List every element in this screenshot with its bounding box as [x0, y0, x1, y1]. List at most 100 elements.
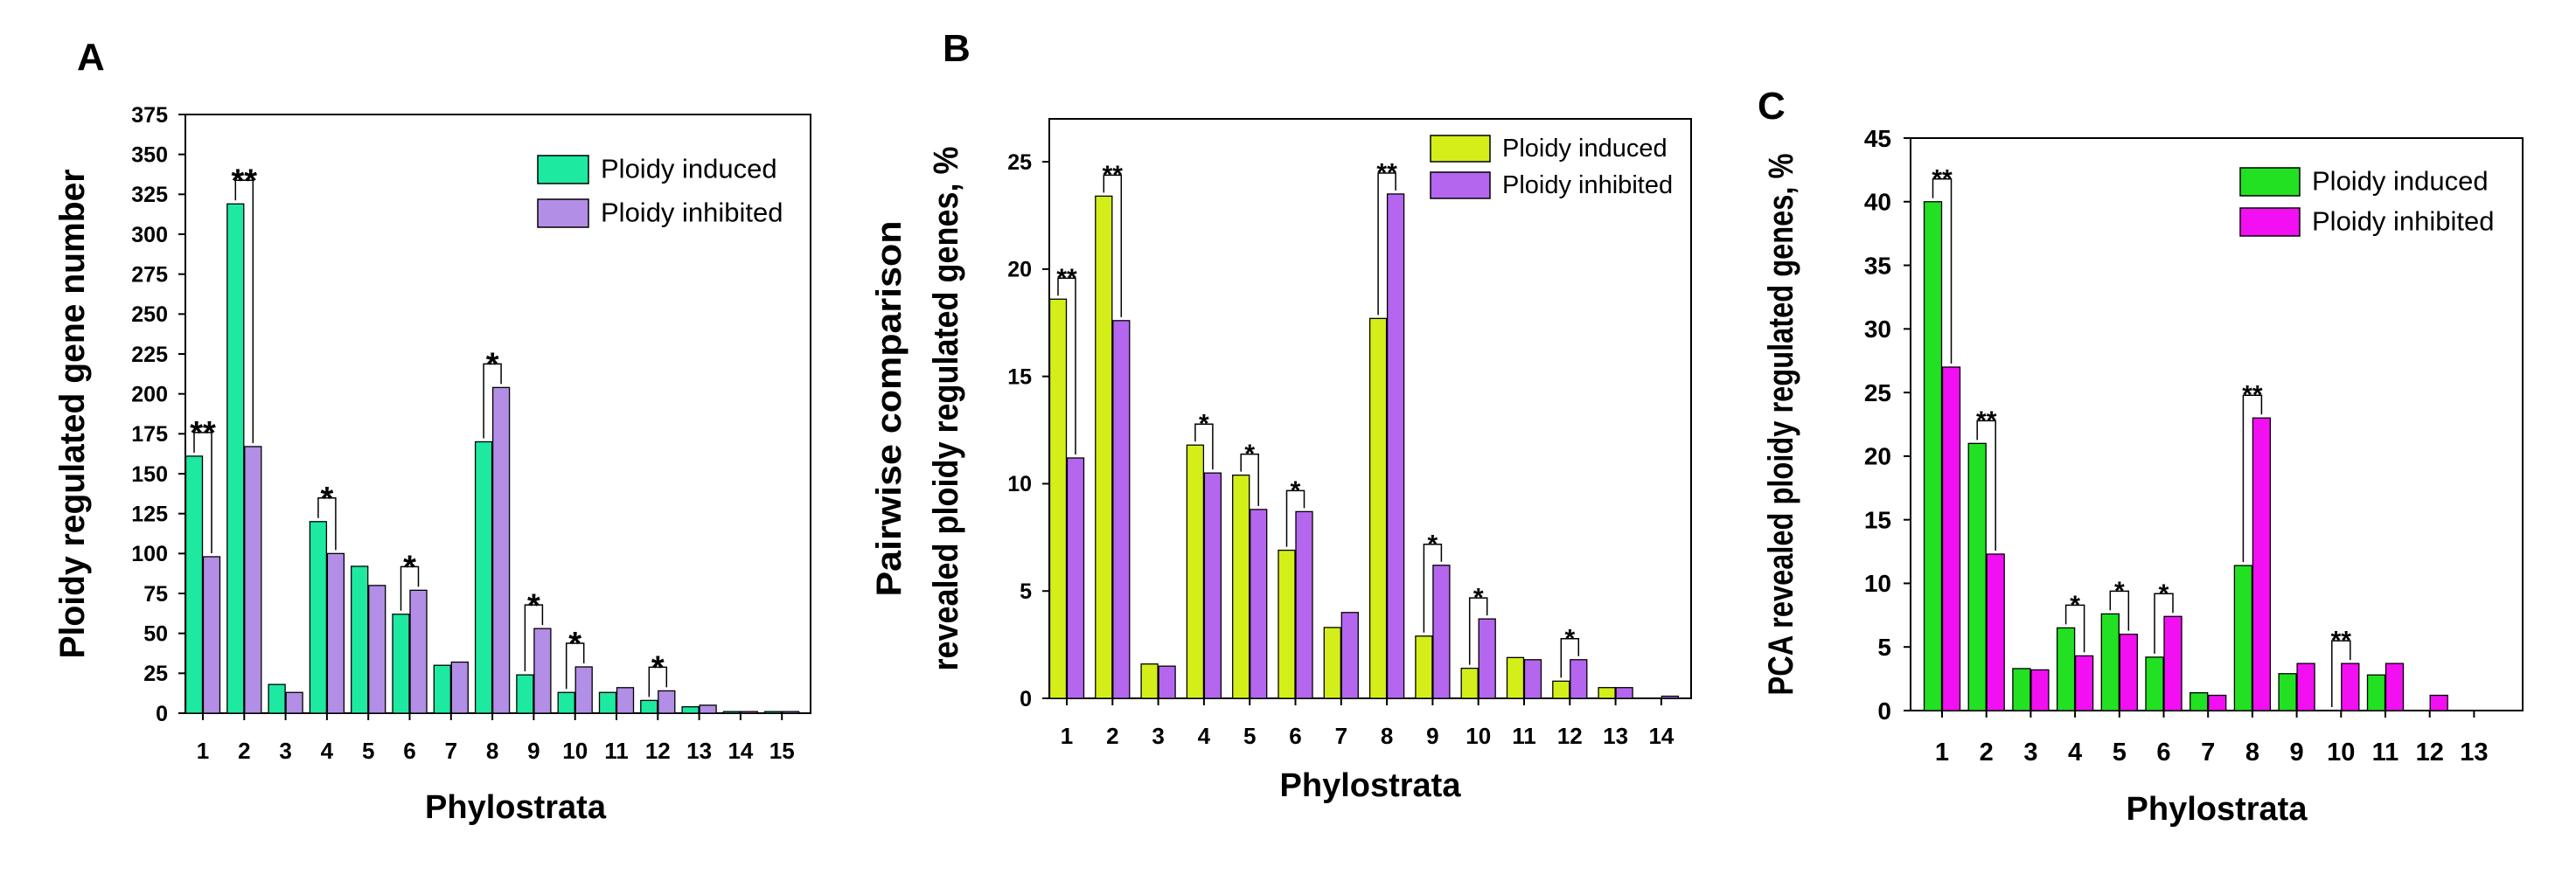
- x-tick-label: 5: [2113, 739, 2127, 767]
- x-tick-label: 7: [2201, 739, 2215, 767]
- bar-inhibited-5: [2119, 634, 2138, 711]
- bar-induced-9: [516, 674, 534, 714]
- bar-induced-9: [2278, 673, 2297, 711]
- x-tick-label: 9: [1426, 723, 1438, 749]
- x-tick-label: 8: [1381, 723, 1393, 749]
- significance-label: **: [232, 163, 258, 199]
- y-axis-label: Pairwise comparison: [870, 221, 909, 597]
- y-tick-label: 45: [1864, 125, 1891, 152]
- y-tick-label: 25: [143, 662, 168, 686]
- bar-induced-7: [433, 664, 451, 714]
- y-tick-label: 0: [1020, 687, 1032, 711]
- x-tick-label: 9: [527, 738, 540, 764]
- x-tick-label: 13: [2460, 739, 2488, 767]
- panel-letter: A: [77, 36, 105, 79]
- y-tick-label: 15: [1864, 506, 1891, 533]
- bar-inhibited-1: [202, 556, 221, 714]
- y-tick-label: 225: [131, 343, 168, 367]
- y-tick-label: 275: [131, 262, 168, 287]
- bar-induced-3: [268, 683, 286, 714]
- bar-inhibited-3: [1158, 665, 1176, 699]
- bar-induced-8: [474, 440, 493, 714]
- x-tick-label: 2: [238, 738, 250, 764]
- x-tick-label: 6: [1289, 723, 1301, 749]
- bar-inhibited-11: [1523, 659, 1542, 699]
- x-tick-label: 13: [1603, 723, 1628, 749]
- significance-bracket: [234, 179, 254, 443]
- y-tick-label: 125: [131, 502, 168, 526]
- bar-induced-12: [640, 699, 658, 714]
- x-axis-label: Phylostrata: [2127, 791, 2308, 828]
- legend-swatch-induced: [537, 155, 589, 184]
- bar-inhibited-6: [2163, 615, 2183, 711]
- significance-bracket: [1468, 597, 1488, 665]
- y-tick-label: 10: [1864, 570, 1891, 597]
- x-tick-label: 14: [728, 738, 753, 764]
- bar-induced-6: [2145, 656, 2164, 711]
- bar-inhibited-3: [2030, 669, 2050, 711]
- significance-bracket: [1932, 178, 1953, 364]
- significance-label: *: [1199, 410, 1209, 439]
- x-tick-label: 10: [1466, 723, 1491, 749]
- x-tick-label: 11: [604, 738, 629, 764]
- panel-a: A025507510012515017520022525027530032535…: [53, 36, 811, 826]
- bar-inhibited-13: [699, 704, 717, 714]
- bar-induced-2: [1967, 442, 1987, 711]
- significance-label: *: [2070, 591, 2080, 620]
- legend-swatch-inhibited: [537, 198, 589, 228]
- y-axis-label: Ploidy regulated gene number: [53, 170, 92, 659]
- x-tick-label: 12: [2416, 739, 2444, 767]
- x-tick-label: 3: [279, 738, 291, 764]
- bar-inhibited-12: [2429, 694, 2448, 711]
- x-tick-label: 2: [1106, 723, 1118, 749]
- bar-induced-9: [1415, 635, 1433, 699]
- bar-induced-7: [1323, 627, 1341, 699]
- significance-label: *: [486, 346, 499, 383]
- bar-inhibited-10: [574, 666, 593, 714]
- panel-letter: B: [943, 27, 971, 70]
- legend-label-inhibited: Ploidy inhibited: [2312, 206, 2495, 237]
- significance-label: **: [2242, 381, 2263, 410]
- significance-label: **: [190, 415, 216, 452]
- x-axis-label: Phylostrata: [425, 789, 607, 826]
- x-tick-label: 3: [2023, 739, 2037, 767]
- bar-induced-1: [184, 455, 204, 714]
- y-tick-label: 300: [131, 223, 168, 247]
- y-tick-label: 375: [131, 103, 168, 128]
- significance-label: **: [1976, 406, 1997, 435]
- bar-induced-4: [2056, 627, 2076, 711]
- significance-label: *: [2159, 579, 2169, 608]
- bar-inhibited-7: [450, 661, 469, 714]
- y-tick-label: 5: [1020, 579, 1032, 604]
- y-tick-label: 10: [1007, 472, 1032, 496]
- x-tick-label: 3: [1152, 723, 1164, 749]
- bar-induced-2: [226, 203, 245, 714]
- bar-induced-13: [1598, 687, 1616, 699]
- significance-label: *: [2114, 577, 2125, 606]
- bar-inhibited-8: [2252, 417, 2272, 711]
- bar-inhibited-2: [244, 446, 262, 714]
- bar-inhibited-14: [740, 711, 759, 714]
- y-tick-label: 15: [1007, 364, 1032, 389]
- bar-induced-3: [2012, 668, 2031, 711]
- bar-inhibited-1: [1066, 457, 1085, 699]
- x-tick-label: 8: [486, 738, 498, 764]
- x-tick-label: 9: [2290, 739, 2304, 767]
- y-tick-label: 150: [131, 462, 168, 487]
- significance-bracket: [1976, 420, 1996, 551]
- bar-inhibited-8: [1386, 193, 1405, 699]
- bar-inhibited-14: [1660, 695, 1680, 699]
- y-tick-label: 250: [131, 302, 168, 327]
- bar-inhibited-7: [1340, 612, 1359, 699]
- y-axis-label: PCA revealed ploidy regulated genes, %: [1762, 154, 1800, 696]
- y-tick-label: 30: [1864, 316, 1891, 343]
- significance-bracket: [524, 604, 544, 672]
- x-tick-label: 11: [2372, 739, 2399, 767]
- y-tick-label: 50: [143, 621, 168, 646]
- bar-inhibited-6: [1295, 510, 1313, 699]
- y-tick-label: 5: [1877, 634, 1891, 661]
- bar-inhibited-15: [782, 711, 800, 714]
- significance-bracket: [648, 666, 668, 697]
- significance-label: **: [1376, 158, 1397, 187]
